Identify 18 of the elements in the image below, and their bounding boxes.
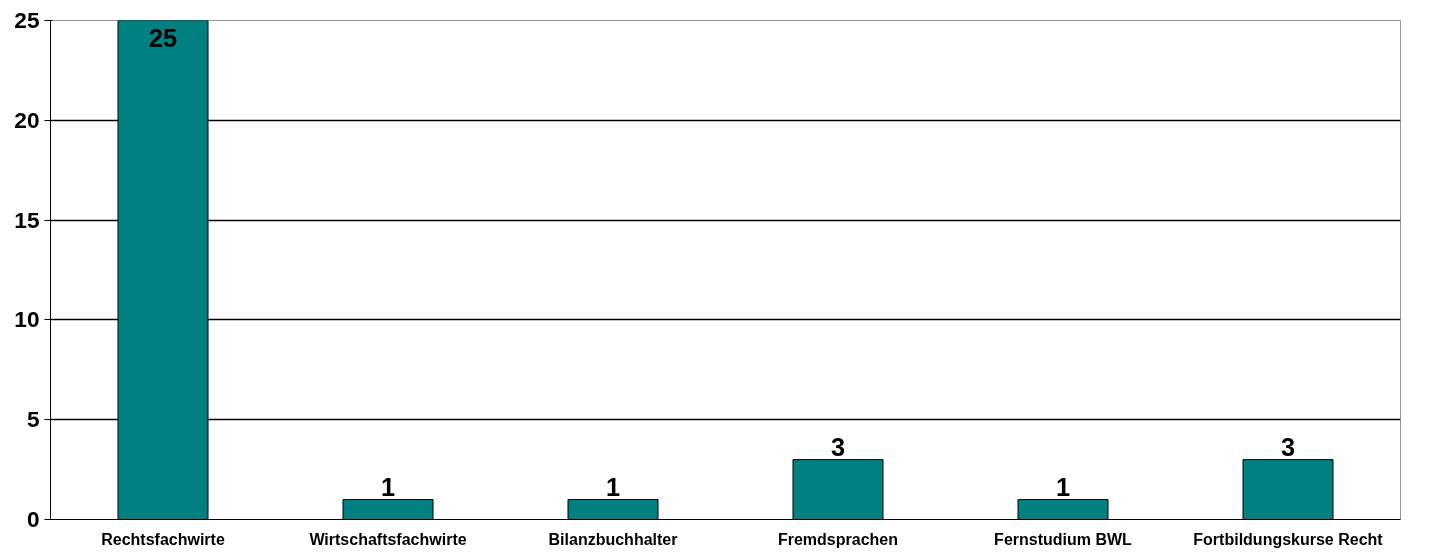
data-label: 3	[830, 432, 846, 461]
y-tick-label: 0	[26, 506, 40, 532]
x-tick-label: Bilanzbuchhalter	[548, 530, 678, 548]
x-tick-label: Fremdsprachen	[777, 530, 899, 548]
y-tick-label: 5	[26, 406, 40, 433]
data-label: 1	[380, 472, 396, 501]
y-tick-label: 15	[14, 206, 40, 233]
y-tick-label: 20	[14, 106, 40, 133]
x-tick-label: Fernstudium BWL	[994, 530, 1133, 548]
data-label: 25	[148, 23, 178, 52]
y-tick-label: 10	[14, 306, 40, 333]
data-label: 3	[1280, 432, 1296, 461]
x-tick-label: Fortbildungskurse Recht	[1193, 530, 1384, 548]
x-tick-label: Wirtschaftsfachwirte	[309, 530, 467, 548]
data-label: 1	[605, 472, 621, 501]
data-label: 1	[1055, 472, 1071, 501]
x-tick-label: Rechtsfachwirte	[101, 530, 225, 548]
y-tick-label: 25	[14, 7, 40, 33]
